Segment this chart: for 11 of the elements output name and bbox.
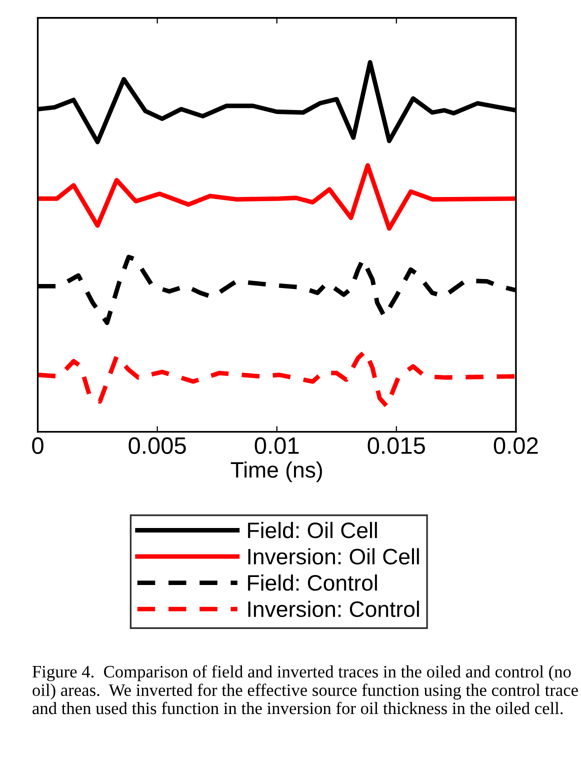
x-tick-label: 0.005: [128, 437, 186, 454]
x-tick-label: 0.01: [254, 437, 299, 454]
x-tick-label: 0.02: [494, 437, 538, 454]
legend-label: Inversion: Control: [248, 600, 419, 618]
legend-label: Inversion: Oil Cell: [248, 548, 419, 565]
legend-label: Field: Oil Cell: [248, 522, 377, 538]
x-tick-label: 0.015: [368, 437, 425, 454]
x-axis-title: Time (ns): [230, 461, 322, 482]
x-tick-label: 0: [32, 437, 44, 454]
caption: Figure 4. Comparison of field and inverted traces in the oiled and control (no oil) areas. We inverted for the effective source function using the control trace and then used this function in the inversion for oil thickness in the oiled cell.: [32, 665, 578, 714]
legend-label: Field: Control: [248, 574, 377, 591]
